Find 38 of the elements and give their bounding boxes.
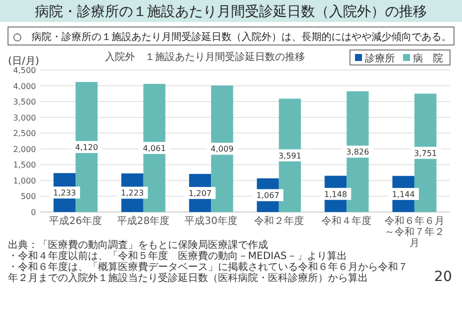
data-label: 1,144: [392, 190, 415, 199]
data-label: 3,751: [414, 148, 437, 158]
x-tick-label: 令和４年度: [322, 215, 372, 227]
source-note: 出典：「医療費の動向調査」をもとに保険局医療課で作成: [8, 239, 268, 251]
x-tick-label: 平成26年度: [49, 215, 102, 227]
data-label: 1,067: [256, 191, 280, 200]
data-label: 4,009: [210, 144, 234, 154]
y-tick-label: 2,500: [13, 129, 36, 138]
data-label: 3,591: [278, 151, 302, 160]
y-tick-label: 3,000: [13, 113, 36, 122]
y-tick-label: 0: [30, 208, 36, 217]
y-tick-label: 4,500: [13, 66, 36, 75]
data-label: 4,120: [75, 142, 98, 152]
x-tick-label: 令和６年６月～令和７年２月: [384, 215, 444, 249]
y-tick-label: 2,000: [13, 144, 36, 154]
data-label: 1,148: [324, 190, 348, 199]
x-tick-label: 平成28年度: [116, 215, 170, 227]
text: ・令和４年度以前は、「令和５年度 医療費の動向－MEDIAS－」より算出: [8, 250, 347, 262]
text: 20: [434, 269, 452, 285]
y-tick-label: 500: [20, 192, 36, 202]
x-tick-label: 令和２年度: [254, 215, 304, 227]
legend-label: 診療所: [365, 52, 395, 64]
chart-title: 病院・診療所の１施設あたり月間受診延日数（入院外）の推移: [35, 4, 427, 20]
y-tick-label: 1,000: [13, 176, 36, 186]
chart-subtitle: ○ 病院・診療所の１施設あたり月間受診延日数（入院外）は、長期的にはやや減少傾向である。: [13, 31, 452, 43]
data-label: 1,223: [120, 188, 144, 198]
y-tick-label: 4,000: [13, 82, 36, 91]
x-tick-label: 平成30年度: [184, 215, 238, 227]
legend-label: 病 院: [413, 52, 443, 64]
data-label: 1,207: [188, 188, 212, 198]
y-tick-label: 1,500: [13, 160, 36, 170]
y-axis-title: (日/月): [8, 56, 40, 67]
data-label: 3,826: [346, 148, 370, 157]
y-tick-label: 3,500: [13, 98, 36, 107]
text: 入院外 １施設あたり月間受診延日数の推移: [105, 51, 305, 63]
text: ・令和６年度は、「概算医療費データベース」に掲載されている令和６年６月から令和７年２月までの入院外１施設当たり受診延日数（医科病院・医科診療所）から算出: [8, 261, 408, 284]
data-label: 4,061: [142, 144, 166, 153]
data-label: 1,233: [53, 188, 76, 198]
